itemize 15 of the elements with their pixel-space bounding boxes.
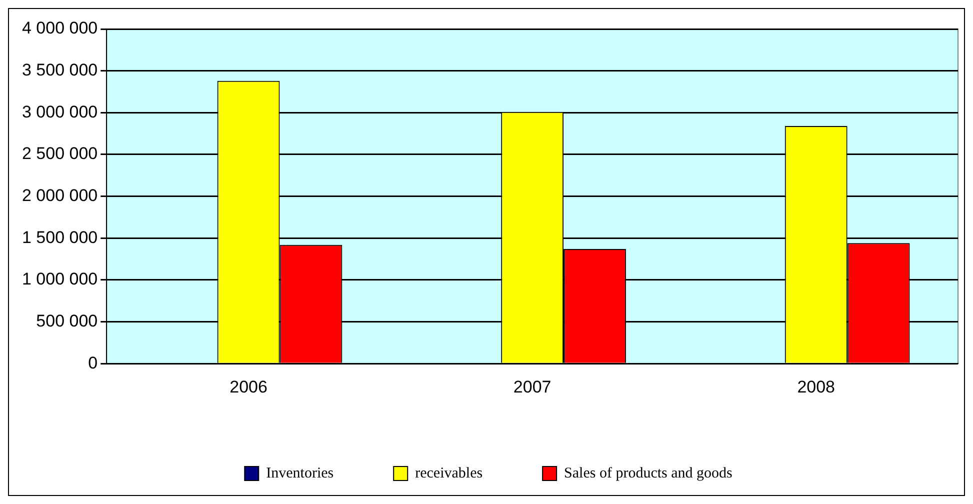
- x-tick-label: 2008: [797, 377, 836, 396]
- y-tick-label: 500 000: [36, 311, 98, 330]
- legend-label: Sales of products and goods: [564, 465, 733, 482]
- x-tick-label: 2007: [513, 377, 552, 396]
- y-tick-label: 1 000 000: [22, 270, 98, 289]
- y-tick-label: 2 000 000: [22, 186, 98, 205]
- y-tick-label: 4 000 000: [22, 18, 98, 38]
- y-tick-label: 0: [88, 353, 98, 372]
- legend-label: receivables: [415, 465, 483, 482]
- y-tick-label: 1 500 000: [22, 228, 98, 247]
- legend-label: Inventories: [266, 465, 334, 482]
- y-tick-label: 3 000 000: [22, 102, 98, 122]
- x-tick-label: 2006: [230, 377, 268, 396]
- y-tick-label: 3 500 000: [22, 60, 98, 80]
- y-tick-label: 2 500 000: [22, 144, 98, 164]
